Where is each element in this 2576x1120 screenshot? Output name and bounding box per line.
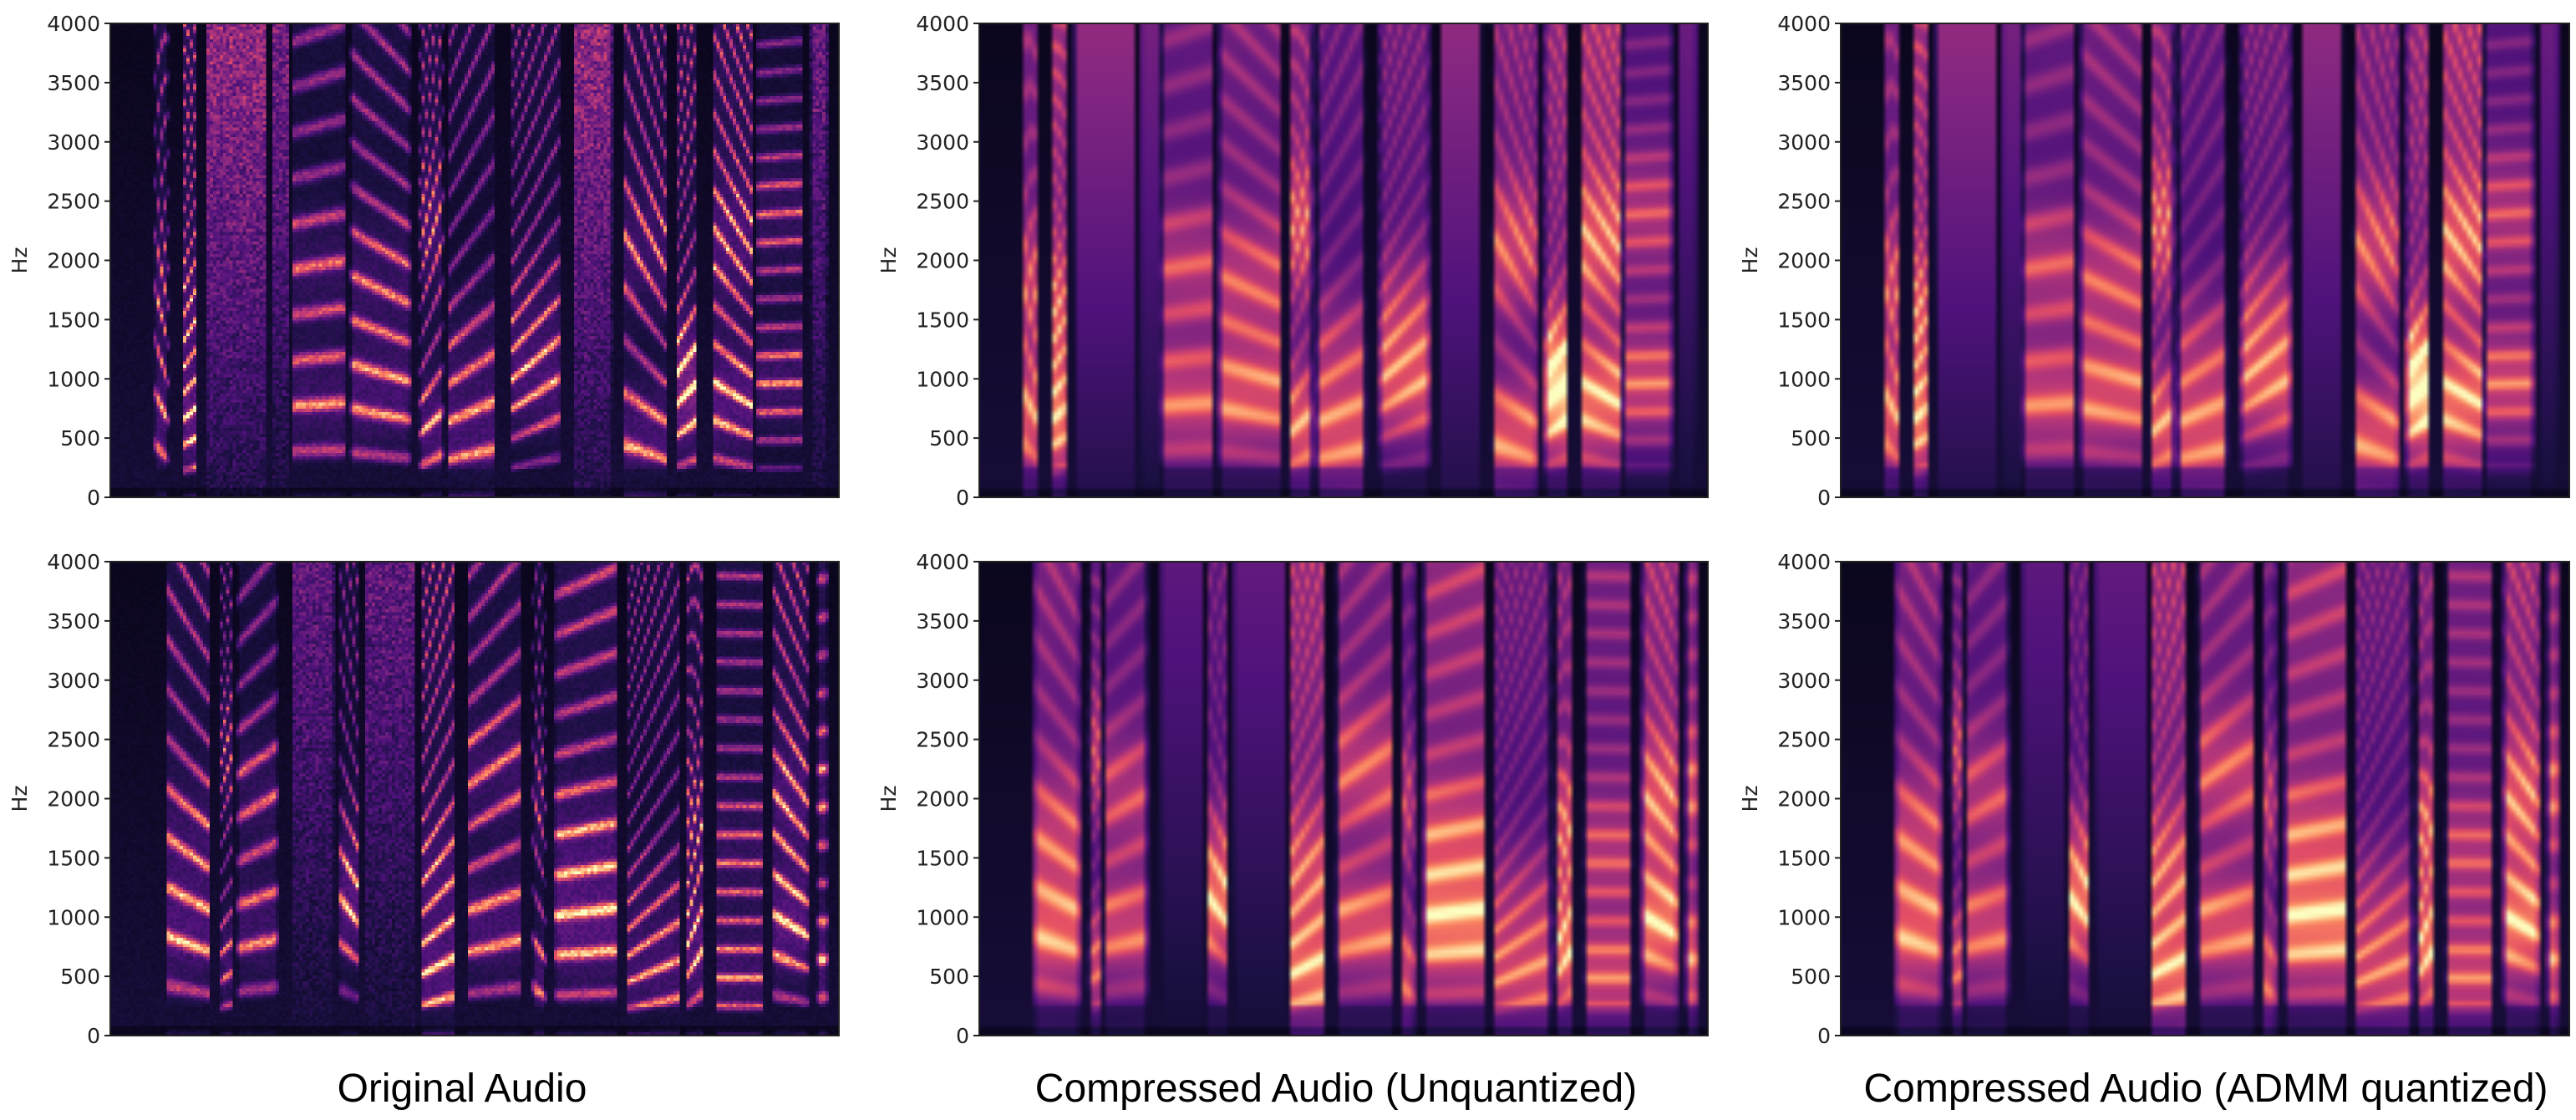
spectrogram-panel-r1-c1: 0 500 1000 1500 2000 2500 3000 3500 4000 Hz [8,12,840,510]
y-tick-label: 500 [60,965,100,989]
y-tick-label: 1000 [1777,905,1831,929]
y-tick-label: 2500 [47,190,100,214]
y-tick-label: 3500 [47,609,100,634]
spectrogram-panel-r2-c3: 0 500 1000 1500 2000 2500 3000 3500 4000 Hz [1738,550,2570,1048]
y-tick-label: 3500 [916,609,969,634]
spectrogram-panel-r1-c2: 0 500 1000 1500 2000 2500 3000 3500 4000 Hz [876,12,1709,510]
y-tick-label: 2000 [47,787,100,812]
spectrogram-image [110,562,839,1036]
y-axis-label: Hz [876,786,901,812]
y-axis-label: Hz [876,247,901,274]
y-tick-label: 1500 [916,308,969,332]
spectrogram-panel-r2-c2: 0 500 1000 1500 2000 2500 3000 3500 4000 Hz [876,550,1709,1048]
y-axis-label: Hz [8,786,32,812]
y-tick-label: 500 [60,426,100,451]
y-tick-label: 0 [1817,1024,1831,1048]
spectrogram-panel-r1-c3: 0 500 1000 1500 2000 2500 3000 3500 4000 Hz [1738,12,2570,510]
y-tick-label: 2500 [1777,190,1831,214]
column-title-unquantized: Compressed Audio (Unquantized) [1035,1067,1637,1111]
y-tick-label: 2000 [1777,787,1831,812]
y-tick-label: 0 [1817,486,1831,510]
y-tick-label: 2000 [47,249,100,273]
y-tick-label: 0 [87,486,100,510]
y-tick-label: 3500 [1777,609,1831,634]
y-tick-label: 500 [1791,426,1831,451]
y-tick-label: 3000 [1777,130,1831,155]
y-tick-label: 2500 [47,728,100,752]
y-tick-label: 1500 [47,308,100,332]
y-tick-label: 500 [1791,965,1831,989]
y-tick-label: 3500 [1777,71,1831,95]
y-tick-label: 2000 [1777,249,1831,273]
spectrogram-image [979,562,1708,1036]
y-tick-label: 0 [956,486,969,510]
column-title-admm-quantized: Compressed Audio (ADMM quantized) [1863,1067,2548,1111]
y-tick-label: 4000 [1777,12,1831,36]
y-tick-label: 2500 [1777,728,1831,752]
y-tick-label: 0 [87,1024,100,1048]
y-tick-label: 1500 [916,846,969,870]
y-tick-label: 1000 [1777,367,1831,391]
y-tick-label: 4000 [47,550,100,574]
y-tick-label: 3000 [916,130,969,155]
spectrogram-image [1841,562,2569,1036]
column-title-original: Original Audio [338,1067,587,1111]
y-tick-label: 2500 [916,728,969,752]
y-axis-label: Hz [1738,786,1762,812]
y-tick-label: 500 [929,965,969,989]
y-tick-label: 1000 [916,367,969,391]
y-tick-label: 1000 [47,367,100,391]
y-tick-label: 500 [929,426,969,451]
y-tick-label: 1500 [1777,846,1831,870]
spectrogram-image [110,23,839,497]
y-tick-label: 3000 [47,130,100,155]
spectrogram-image [979,23,1708,497]
y-tick-label: 4000 [916,12,969,36]
y-tick-label: 4000 [47,12,100,36]
y-tick-label: 1500 [47,846,100,870]
y-tick-label: 1500 [1777,308,1831,332]
y-axis-label: Hz [1738,247,1762,274]
y-tick-label: 3000 [47,669,100,693]
y-tick-label: 2500 [916,190,969,214]
y-tick-label: 3500 [916,71,969,95]
y-tick-label: 4000 [1777,550,1831,574]
y-tick-label: 3000 [916,669,969,693]
y-tick-label: 0 [956,1024,969,1048]
y-tick-label: 1000 [47,905,100,929]
y-tick-label: 2000 [916,787,969,812]
y-tick-label: 4000 [916,550,969,574]
y-tick-label: 1000 [916,905,969,929]
y-tick-label: 2000 [916,249,969,273]
y-tick-label: 3000 [1777,669,1831,693]
spectrogram-panel-r2-c1: 0 500 1000 1500 2000 2500 3000 3500 4000 Hz [8,550,840,1048]
y-axis-label: Hz [8,247,32,274]
spectrogram-image [1841,23,2569,497]
y-tick-label: 3500 [47,71,100,95]
